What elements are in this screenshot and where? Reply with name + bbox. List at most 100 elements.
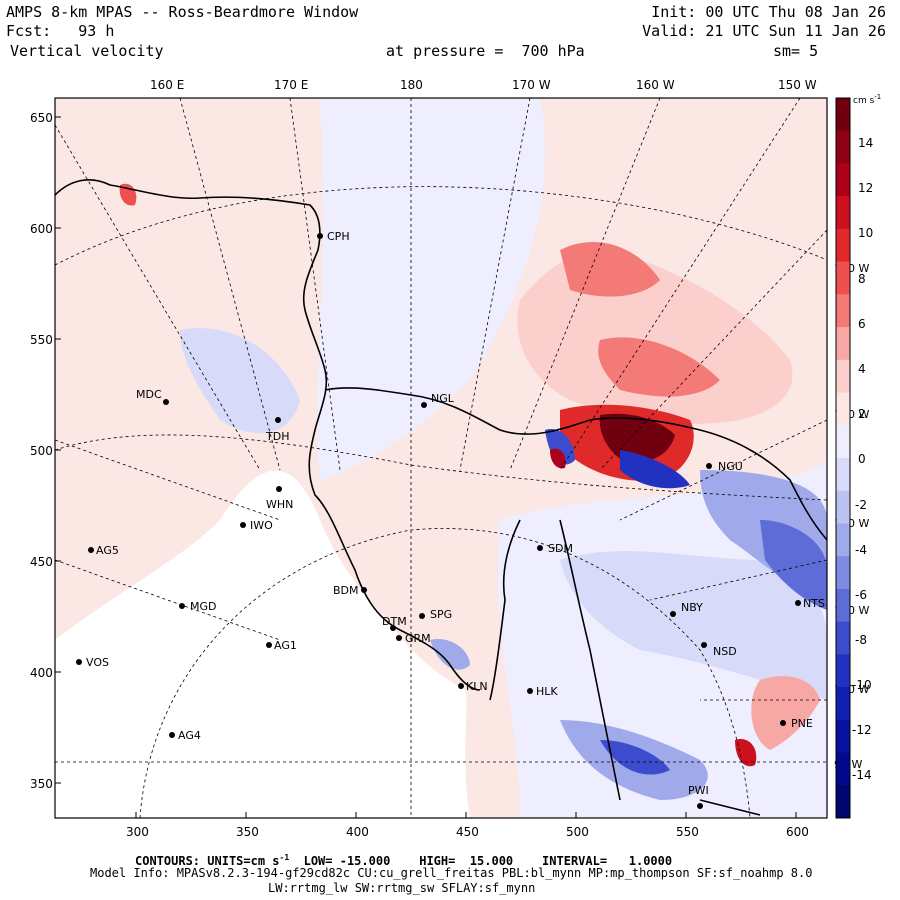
init-time: Init: 00 UTC Thu 08 Jan 26 [651, 3, 886, 21]
station-label: CPH [327, 230, 350, 243]
station-label: AG4 [178, 729, 201, 742]
colorbar-swatch [836, 523, 850, 557]
lon-label: 170 W [512, 78, 551, 92]
physics-info: LW:rrtmg_lw SW:rrtmg_sw SFLAY:sf_mynn [268, 881, 536, 895]
station-label: TDH [265, 430, 289, 443]
map-field [55, 98, 827, 818]
station-label: MGD [190, 600, 217, 613]
station-label: NGU [718, 460, 743, 473]
station-label: PWI [688, 784, 709, 797]
colorbar-swatch [836, 196, 850, 230]
station-label: MDC [136, 388, 162, 401]
y-tick-label: 550 [30, 333, 53, 347]
station-label: PNE [791, 717, 813, 730]
x-tick-label: 400 [346, 825, 369, 839]
colorbar-tick: 0 [858, 452, 866, 466]
station-markers [76, 233, 801, 809]
station-label: AG5 [96, 544, 119, 557]
colorbar-tick: -14 [852, 768, 872, 782]
colorbar-swatch [836, 458, 850, 492]
station-label: SPG [430, 608, 452, 621]
colorbar-swatch [836, 425, 850, 459]
colorbar-swatch [836, 588, 850, 623]
station-label: SDM [548, 542, 573, 555]
station-label: VOS [86, 656, 109, 669]
colorbar-swatch [836, 752, 850, 786]
y-tick-label: 450 [30, 555, 53, 569]
lon-label: 180 [400, 78, 423, 92]
station-label: BDM [333, 584, 359, 597]
field-name: Vertical velocity [10, 42, 164, 60]
colorbar-swatch [836, 130, 850, 164]
station-label: AG1 [274, 639, 297, 652]
model-info: Model Info: MPASv8.2.3-194-gf29cd82c CU:… [90, 866, 813, 880]
forecast-hour: Fcst: 93 h [6, 22, 115, 40]
colorbar-units: cm s-1 [853, 93, 881, 106]
colorbar-swatch [836, 98, 850, 132]
colorbar-tick: -4 [855, 543, 867, 557]
station-label: GRM [405, 632, 431, 645]
x-tick-label: 350 [236, 825, 259, 839]
colorbar-labels: cm s-1 14 12 10 8 6 4 2 0 -2 -4 -6 -8 -1… [852, 93, 881, 782]
y-tick-label: 350 [30, 777, 53, 791]
colorbar-swatch [836, 228, 850, 263]
colorbar-tick: 6 [858, 317, 866, 331]
colorbar-tick: 14 [858, 136, 873, 150]
colorbar-tick: -6 [855, 588, 867, 602]
colorbar-swatch [836, 261, 850, 295]
y-tick-label: 400 [30, 666, 53, 680]
colorbar-swatch [836, 327, 850, 361]
station-label: KLN [466, 680, 488, 693]
lon-label: 160 E [150, 78, 184, 92]
station-label: HLK [536, 685, 558, 698]
valid-time: Valid: 21 UTC Sun 11 Jan 26 [642, 22, 886, 40]
station-label: IWO [250, 519, 273, 532]
colorbar-tick: -2 [855, 498, 867, 512]
colorbar-tick: -8 [855, 633, 867, 647]
axis-ticks [55, 116, 797, 818]
lon-label: 170 E [274, 78, 308, 92]
station-label: WHN [266, 498, 293, 511]
pressure-level: at pressure = 700 hPa [386, 42, 585, 60]
colorbar-swatch [836, 163, 850, 197]
colorbar-tick: -10 [852, 678, 872, 692]
colorbar-swatch [836, 556, 850, 590]
map-title: AMPS 8-km MPAS -- Ross-Beardmore Window [6, 3, 359, 21]
colorbar-swatch [836, 785, 850, 819]
graticule [55, 98, 827, 818]
lon-label: 150 W [778, 78, 817, 92]
x-tick-label: 450 [456, 825, 479, 839]
plot-frame [54, 97, 828, 819]
colorbar-swatch [836, 359, 850, 394]
colorbar-swatch [836, 687, 850, 721]
colorbar-swatch [836, 654, 850, 688]
colorbar-tick: 8 [858, 272, 866, 286]
colorbar-swatch [836, 294, 850, 328]
smoothing-value: sm= 5 [773, 42, 819, 60]
x-tick-label: 500 [566, 825, 589, 839]
colorbar-tick: 10 [858, 226, 873, 240]
contours-info: CONTOURS: UNITS=cm s-1 LOW= -15.000 HIGH… [135, 853, 673, 868]
colorbar-frame [835, 97, 851, 819]
station-labels: CPH NGL MDC TDH WHN IWO AG5 MGD AG1 VOS … [86, 230, 825, 797]
colorbar-tick: 4 [858, 362, 866, 376]
colorbar-swatch [836, 392, 850, 426]
colorbar-tick: 2 [858, 407, 866, 421]
colorbar-swatch [836, 621, 850, 655]
x-tick-label: 300 [126, 825, 149, 839]
station-label: NGL [431, 392, 455, 405]
y-tick-label: 650 [30, 111, 53, 125]
colorbar-swatch [836, 490, 850, 524]
y-tick-label: 600 [30, 222, 53, 236]
station-label: NSD [713, 645, 737, 658]
colorbar-swatch [836, 719, 850, 754]
colorbar [836, 98, 850, 819]
x-tick-label: 550 [676, 825, 699, 839]
x-tick-label: 600 [786, 825, 809, 839]
colorbar-tick: 12 [858, 181, 873, 195]
lon-label: 160 W [636, 78, 675, 92]
station-label: NBY [681, 601, 703, 614]
colorbar-tick: -12 [852, 723, 872, 737]
station-label: NTS [803, 597, 825, 610]
